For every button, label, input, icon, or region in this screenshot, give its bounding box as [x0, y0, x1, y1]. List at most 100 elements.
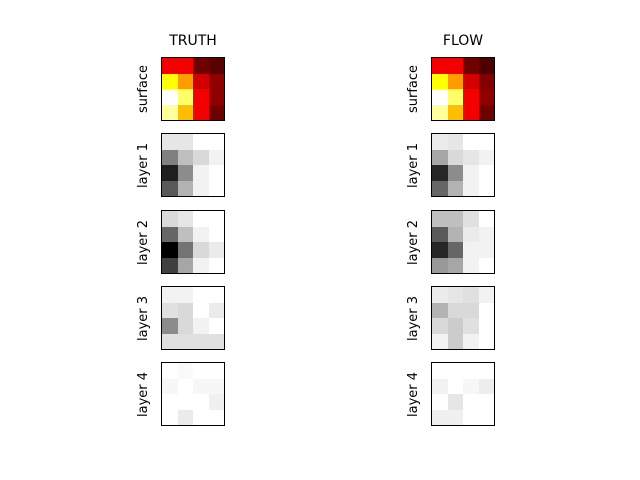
row-label-truth-layer_4: layer 4 [136, 371, 151, 417]
heatmap-cell [478, 378, 494, 394]
heatmap-cell [478, 226, 494, 242]
heatmap-panel-truth-layer_1 [161, 133, 225, 197]
heatmap-cell [177, 104, 193, 120]
heatmap-cell [193, 409, 209, 425]
heatmap-cell [162, 318, 178, 334]
heatmap-cell [193, 226, 209, 242]
heatmap-panel-truth-layer_2 [161, 210, 225, 274]
heatmap-cell [193, 180, 209, 196]
heatmap-cell [193, 318, 209, 334]
heatmap-cell [162, 226, 178, 242]
heatmap-cell [432, 302, 448, 318]
heatmap-panel-flow-layer_4 [431, 362, 495, 426]
heatmap-cell [208, 363, 224, 379]
heatmap-cell [193, 363, 209, 379]
heatmap-cell [193, 89, 209, 105]
heatmap-cell [193, 287, 209, 303]
heatmap-cell [162, 165, 178, 181]
heatmap-cell [478, 180, 494, 196]
row-label-truth-layer_1: layer 1 [136, 142, 151, 188]
heatmap-cell [463, 257, 479, 273]
heatmap-cell [177, 394, 193, 410]
heatmap-cell [447, 73, 463, 89]
heatmap-cell [177, 58, 193, 74]
heatmap-cell [478, 287, 494, 303]
heatmap-cell [463, 180, 479, 196]
heatmap-cell [447, 378, 463, 394]
heatmap-cell [447, 104, 463, 120]
heatmap-panel-flow-surface [431, 57, 495, 121]
heatmap-cell [478, 211, 494, 227]
heatmap-cell [432, 104, 448, 120]
heatmap-cell [432, 211, 448, 227]
heatmap-cell [463, 409, 479, 425]
heatmap-cell [478, 257, 494, 273]
heatmap-cell [193, 302, 209, 318]
heatmap-cell [193, 165, 209, 181]
heatmap-cell [177, 363, 193, 379]
heatmap-cell [478, 394, 494, 410]
heatmap-cell [432, 226, 448, 242]
heatmap-cell [208, 257, 224, 273]
heatmap-cell [177, 242, 193, 258]
heatmap-cell [162, 211, 178, 227]
heatmap-cell [447, 363, 463, 379]
heatmap-cell [478, 318, 494, 334]
heatmap-cell [478, 58, 494, 74]
heatmap-cell [447, 149, 463, 165]
heatmap-cell [208, 378, 224, 394]
heatmap-cell [478, 73, 494, 89]
heatmap-cell [208, 242, 224, 258]
heatmap-cell [162, 394, 178, 410]
heatmap-cell [447, 242, 463, 258]
heatmap-cell [193, 211, 209, 227]
heatmap-cell [208, 180, 224, 196]
heatmap-cell [447, 302, 463, 318]
heatmap-panel-truth-layer_3 [161, 286, 225, 350]
heatmap-cell [432, 378, 448, 394]
heatmap-cell [432, 73, 448, 89]
heatmap-cell [478, 409, 494, 425]
row-label-flow-layer_1: layer 1 [406, 142, 421, 188]
heatmap-cell [463, 302, 479, 318]
heatmap-panel-flow-layer_1 [431, 133, 495, 197]
row-label-truth-layer_2: layer 2 [136, 219, 151, 265]
heatmap-cell [208, 58, 224, 74]
heatmap-cell [463, 134, 479, 150]
heatmap-cell [463, 58, 479, 74]
heatmap-cell [463, 211, 479, 227]
heatmap-cell [447, 211, 463, 227]
heatmap-cell [478, 89, 494, 105]
heatmap-cell [177, 89, 193, 105]
heatmap-cell [177, 149, 193, 165]
heatmap-cell [208, 149, 224, 165]
heatmap-cell [177, 226, 193, 242]
heatmap-cell [208, 287, 224, 303]
heatmap-cell [193, 378, 209, 394]
heatmap-cell [193, 394, 209, 410]
heatmap-cell [177, 211, 193, 227]
heatmap-cell [177, 378, 193, 394]
heatmap-cell [432, 165, 448, 181]
heatmap-cell [208, 318, 224, 334]
heatmap-cell [432, 363, 448, 379]
heatmap-cell [447, 394, 463, 410]
heatmap-cell [432, 333, 448, 349]
heatmap-cell [463, 363, 479, 379]
heatmap-cell [463, 378, 479, 394]
heatmap-cell [432, 134, 448, 150]
heatmap-cell [463, 104, 479, 120]
heatmap-cell [162, 378, 178, 394]
heatmap-cell [177, 318, 193, 334]
heatmap-cell [432, 394, 448, 410]
heatmap-cell [193, 104, 209, 120]
heatmap-cell [463, 318, 479, 334]
heatmap-cell [208, 226, 224, 242]
heatmap-cell [478, 333, 494, 349]
heatmap-cell [162, 89, 178, 105]
heatmap-cell [463, 333, 479, 349]
heatmap-cell [478, 363, 494, 379]
heatmap-panel-flow-layer_3 [431, 286, 495, 350]
heatmap-cell [478, 104, 494, 120]
heatmap-cell [447, 58, 463, 74]
